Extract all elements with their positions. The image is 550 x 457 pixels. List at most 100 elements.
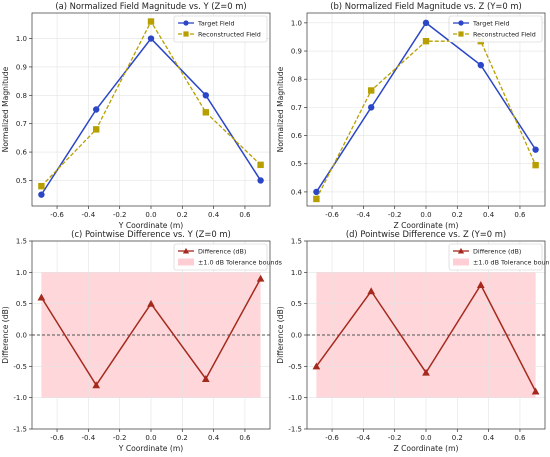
legend-label: Difference (dB) (198, 247, 246, 255)
x-tick-label: 0.4 (208, 211, 220, 219)
legend-box (173, 243, 268, 271)
x-tick-label: 0.2 (452, 211, 463, 219)
x-tick-label: -0.2 (388, 211, 402, 219)
y-tick-label: 0.0 (291, 332, 302, 340)
legend: Target Field Reconstructed Field (448, 15, 543, 43)
panel-4: -0.6 -0.4 -0.2 0.0 0.2 0.4 0.6 -1.5 -1.0 -0.5 0.0 0… (276, 229, 550, 453)
x-tick-label: 0.4 (208, 434, 220, 442)
data-point (256, 274, 265, 282)
legend-marker (183, 20, 189, 26)
data-point (202, 92, 210, 99)
legend-marker (457, 247, 465, 254)
legend-box (448, 15, 543, 43)
x-axis-label: Y Coordinate (m) (118, 221, 183, 230)
data-point (92, 381, 101, 389)
x-tick-label: 0.4 (483, 434, 495, 442)
data-point (312, 362, 321, 370)
x-tick-label: 0.0 (145, 211, 156, 219)
x-tick-label: -0.2 (388, 434, 402, 442)
legend-box (173, 15, 268, 43)
data-point (147, 18, 155, 25)
data-point (313, 195, 320, 203)
legend-marker (458, 31, 464, 37)
x-tick-label: 0.6 (514, 211, 526, 219)
y-tick-label: 0.7 (291, 104, 302, 112)
y-tick-label: 1.0 (16, 269, 27, 277)
x-tick-label: -0.6 (50, 211, 64, 219)
legend: Target Field Reconstructed Field (173, 15, 268, 43)
data-point (257, 161, 264, 169)
data-point (422, 37, 430, 45)
data-point (422, 368, 430, 376)
legend-swatch (453, 258, 469, 266)
y-axis-label: Difference (dB) (276, 306, 285, 364)
data-point (532, 161, 539, 169)
data-point (422, 19, 430, 27)
y-tick-label: 0.8 (16, 92, 27, 100)
y-tick-label: 0.9 (16, 63, 27, 71)
y-tick-label: 1.0 (16, 35, 27, 43)
data-point (367, 104, 375, 111)
x-axis-label: Z Coordinate (m) (394, 444, 459, 453)
chart-title: (b) Normalized Field Magnitude vs. Z (Y=… (330, 1, 522, 11)
y-tick-label: 0.6 (16, 149, 28, 157)
x-tick-label: -0.4 (357, 434, 371, 442)
y-tick-label: -1.0 (13, 394, 27, 402)
legend-label: Reconstructed Field (473, 30, 536, 38)
x-tick-label: -0.4 (357, 211, 371, 219)
data-point (201, 375, 210, 382)
data-point (477, 61, 485, 69)
x-tick-label: 0.6 (239, 434, 251, 442)
x-tick-label: 0.6 (239, 211, 251, 219)
y-tick-label: 1.0 (291, 19, 302, 27)
panel-1: -0.6 -0.4 -0.2 0.0 0.2 0.4 0.6 0.5 0.6 0.7 0.8 0.9 1… (1, 1, 271, 230)
data-point (147, 299, 155, 307)
y-tick-label: 0.5 (16, 300, 27, 308)
y-tick-label: 0.5 (16, 177, 27, 185)
data-point (38, 182, 45, 190)
x-tick-label: 0.6 (514, 434, 526, 442)
y-tick-label: 1.5 (291, 238, 302, 246)
data-point (367, 87, 375, 94)
legend-label: ±1.0 dB Tolerance bounds (198, 258, 283, 266)
data-point (257, 177, 264, 184)
x-axis-label: Z Coordinate (m) (394, 221, 459, 230)
legend: Difference (dB) ±1.0 dB Tolerance bounds (448, 243, 550, 271)
x-tick-label: -0.6 (325, 434, 339, 442)
x-tick-label: -0.6 (325, 211, 339, 219)
legend-swatch (178, 258, 194, 266)
x-tick-label: -0.2 (113, 211, 127, 219)
y-tick-label: 1.0 (291, 269, 302, 277)
x-tick-label: 0.0 (145, 434, 156, 442)
y-axis-label: Normalized Magnitude (276, 66, 285, 152)
y-tick-label: 1.5 (16, 238, 27, 246)
y-tick-label: 0.8 (291, 76, 302, 84)
x-tick-label: 0.4 (483, 211, 495, 219)
panel-3: -0.6 -0.4 -0.2 0.0 0.2 0.4 0.6 -1.5 -1.0 -0.5 0.0 0… (1, 229, 283, 453)
y-tick-label: 0.4 (291, 188, 303, 196)
legend-marker (458, 20, 464, 26)
chart-title: (d) Pointwise Difference vs. Z (Y=0 m) (346, 229, 506, 239)
legend-marker (183, 31, 189, 37)
x-tick-label: -0.2 (113, 434, 127, 442)
data-point (38, 191, 45, 198)
y-axis-label: Normalized Magnitude (1, 66, 10, 152)
x-tick-label: -0.4 (82, 434, 96, 442)
chart-title: (c) Pointwise Difference vs. Y (Z=0 m) (71, 229, 231, 239)
y-axis-label: Difference (dB) (1, 306, 10, 364)
x-axis-label: Y Coordinate (m) (118, 444, 183, 453)
y-tick-label: 0.9 (291, 48, 302, 56)
y-tick-label: -1.5 (288, 426, 302, 434)
y-tick-label: 0.6 (291, 132, 303, 140)
legend-marker (182, 247, 190, 254)
y-tick-label: -1.5 (13, 426, 27, 434)
x-tick-label: 0.2 (177, 211, 188, 219)
data-point (532, 146, 539, 153)
x-tick-label: 0.0 (420, 211, 431, 219)
y-tick-label: 0.5 (291, 300, 302, 308)
x-tick-label: -0.4 (82, 211, 96, 219)
data-point (37, 293, 46, 301)
x-tick-label: 0.0 (420, 434, 431, 442)
data-point (367, 287, 376, 295)
